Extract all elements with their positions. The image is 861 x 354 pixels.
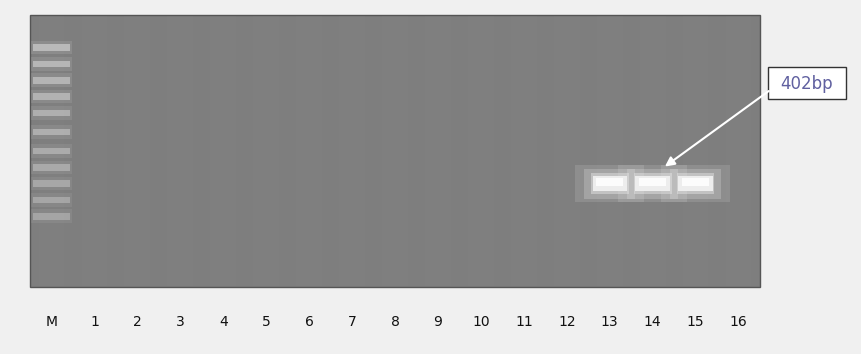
Bar [124,16,150,286]
Text: 13: 13 [600,315,618,329]
Bar [595,178,623,186]
Bar [639,16,665,286]
Bar [34,129,70,135]
Text: 2: 2 [133,315,141,329]
Bar [39,16,65,286]
Text: 10: 10 [472,315,489,329]
Bar [681,178,709,186]
Bar [167,16,193,286]
Bar [31,177,71,190]
Bar [574,165,643,202]
Text: 7: 7 [347,315,356,329]
Text: 4: 4 [219,315,227,329]
Bar [617,165,686,202]
Bar [31,41,71,55]
Bar [31,210,71,223]
Text: 8: 8 [390,315,399,329]
Text: 3: 3 [176,315,184,329]
Bar [296,16,322,286]
Bar [633,173,671,194]
Bar [725,16,751,286]
Bar [34,196,70,203]
Text: 15: 15 [686,315,703,329]
Bar [678,176,712,191]
Bar [34,148,70,154]
Bar [381,16,407,286]
Bar [31,144,71,158]
Bar [31,193,71,207]
Bar [34,77,70,84]
Bar [583,169,635,199]
Bar [31,74,71,87]
Text: 11: 11 [514,315,532,329]
Text: 16: 16 [728,315,746,329]
Bar [590,173,628,194]
Bar [660,165,729,202]
Text: 1: 1 [90,315,99,329]
Bar [210,16,236,286]
Text: 14: 14 [643,315,660,329]
Text: 12: 12 [557,315,575,329]
Bar [31,106,71,120]
Text: M: M [46,315,58,329]
Text: 402bp: 402bp [780,75,833,93]
Bar [253,16,279,286]
Bar [31,57,71,71]
Text: 5: 5 [262,315,270,329]
Bar [34,109,70,116]
Bar [31,125,71,139]
Bar [31,90,71,103]
Bar [31,160,71,174]
Bar [34,213,70,220]
Bar [34,180,70,187]
Bar [596,16,622,286]
Bar [34,93,70,100]
Text: 6: 6 [304,315,313,329]
Bar [592,176,626,191]
Bar [34,44,70,51]
Text: 9: 9 [433,315,442,329]
Bar [30,15,759,287]
Bar [626,169,678,199]
Bar [676,173,714,194]
Bar [34,61,70,67]
Bar [424,16,450,286]
Bar [767,67,845,99]
Bar [338,16,364,286]
Bar [82,16,107,286]
Bar [638,178,666,186]
Bar [669,169,721,199]
Bar [511,16,536,286]
Bar [635,176,669,191]
Bar [554,16,579,286]
Bar [682,16,708,286]
Bar [468,16,493,286]
Bar [34,164,70,171]
